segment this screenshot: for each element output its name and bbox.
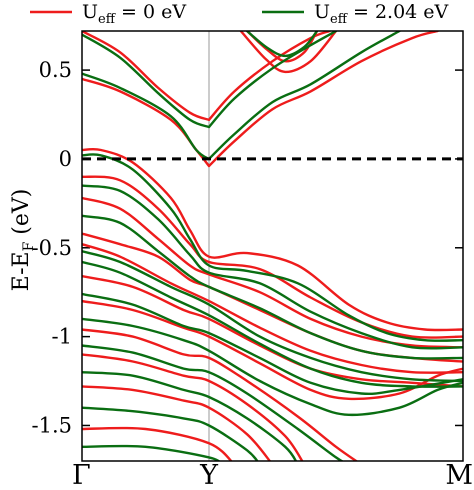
k-point-label: Y: [199, 460, 219, 490]
band-series-0-7: [82, 175, 463, 339]
band-series-0-8: [82, 196, 463, 349]
k-point-label: M: [445, 460, 473, 490]
band-series-1-12: [82, 344, 344, 461]
band-series-1-9: [82, 260, 463, 388]
band-series-0-3: [207, 31, 331, 121]
band-series-0-11: [82, 275, 463, 388]
y-tick-label: -1.5: [32, 413, 73, 437]
band-series-0-10: [82, 243, 463, 374]
k-point-label: Γ: [72, 460, 91, 490]
band-series-0-14: [82, 353, 304, 461]
band-series-0-12: [82, 299, 463, 401]
y-tick-label: 0: [59, 147, 72, 171]
band-series-1-14: [82, 406, 259, 461]
band-series-1-6: [82, 184, 463, 350]
y-tick-label: 0.5: [39, 58, 72, 82]
y-axis-label: E-EF (eV): [9, 189, 37, 292]
band-series-1-3: [207, 31, 338, 129]
band-series-0-0: [82, 31, 211, 121]
band-series-0-5: [239, 31, 338, 74]
band-series-0-13: [82, 328, 359, 461]
band-series-1-0: [82, 33, 211, 129]
band-series-1-8: [82, 250, 463, 383]
band-series-1-1: [82, 72, 211, 161]
band-series-1-11: [82, 317, 463, 417]
band-series-0-15: [82, 385, 272, 461]
plot-frame: [81, 30, 464, 462]
y-tick-label: -0.5: [32, 236, 73, 260]
band-series-0-2: [207, 31, 439, 168]
band-series-1-15: [82, 444, 221, 461]
legend-label-series-0: Ueff = 0 eV: [82, 1, 186, 27]
legend: Ueff = 0 eV Ueff = 2.04 eV: [30, 1, 449, 27]
band-series-1-4: [245, 31, 319, 58]
band-series-0-16: [82, 426, 233, 461]
y-tick-label: -1: [52, 325, 72, 349]
legend-label-series-1: Ueff = 2.04 eV: [314, 1, 449, 27]
band-series-0-1: [82, 77, 211, 168]
band-series-1-10: [82, 292, 463, 395]
band-series-1-13: [82, 371, 298, 461]
band-series-1-2: [207, 31, 401, 161]
band-series-1-5: [82, 153, 463, 342]
band-series-0-6: [82, 147, 463, 332]
band-series-1-7: [82, 214, 463, 360]
